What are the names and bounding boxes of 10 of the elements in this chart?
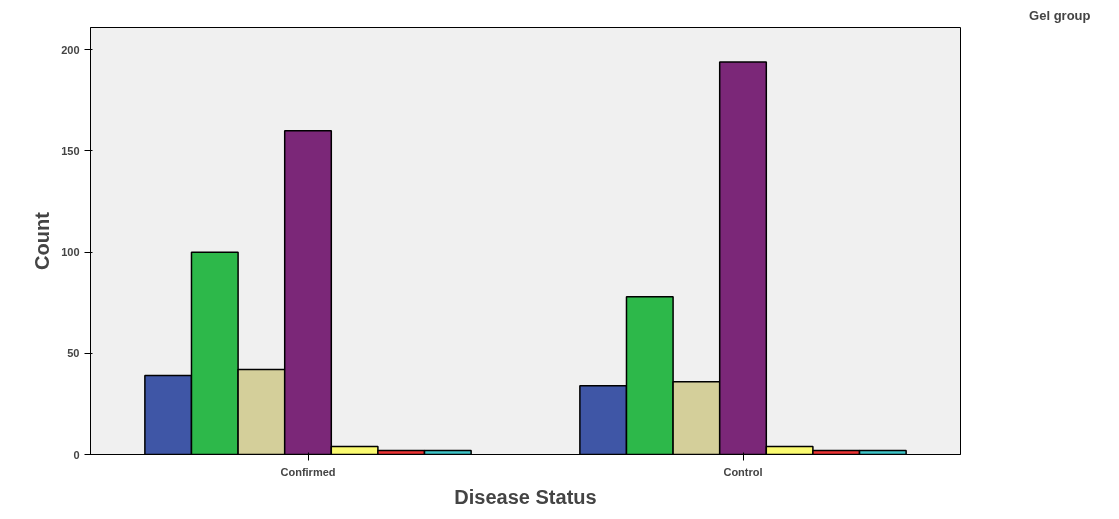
y-tick-label: 150	[61, 144, 80, 157]
y-tick-label: 100	[61, 246, 80, 259]
legend-title: Gel group	[1029, 7, 1091, 23]
y-axis-title: Count	[31, 211, 54, 270]
y-tick-label: 0	[73, 448, 80, 461]
y-tick-label: 50	[67, 347, 80, 360]
x-tick-label: Control	[723, 465, 763, 478]
y-tick-label: 200	[61, 43, 80, 56]
x-axis-title: Disease Status	[454, 485, 597, 508]
x-tick-label: Confirmed	[280, 465, 336, 478]
